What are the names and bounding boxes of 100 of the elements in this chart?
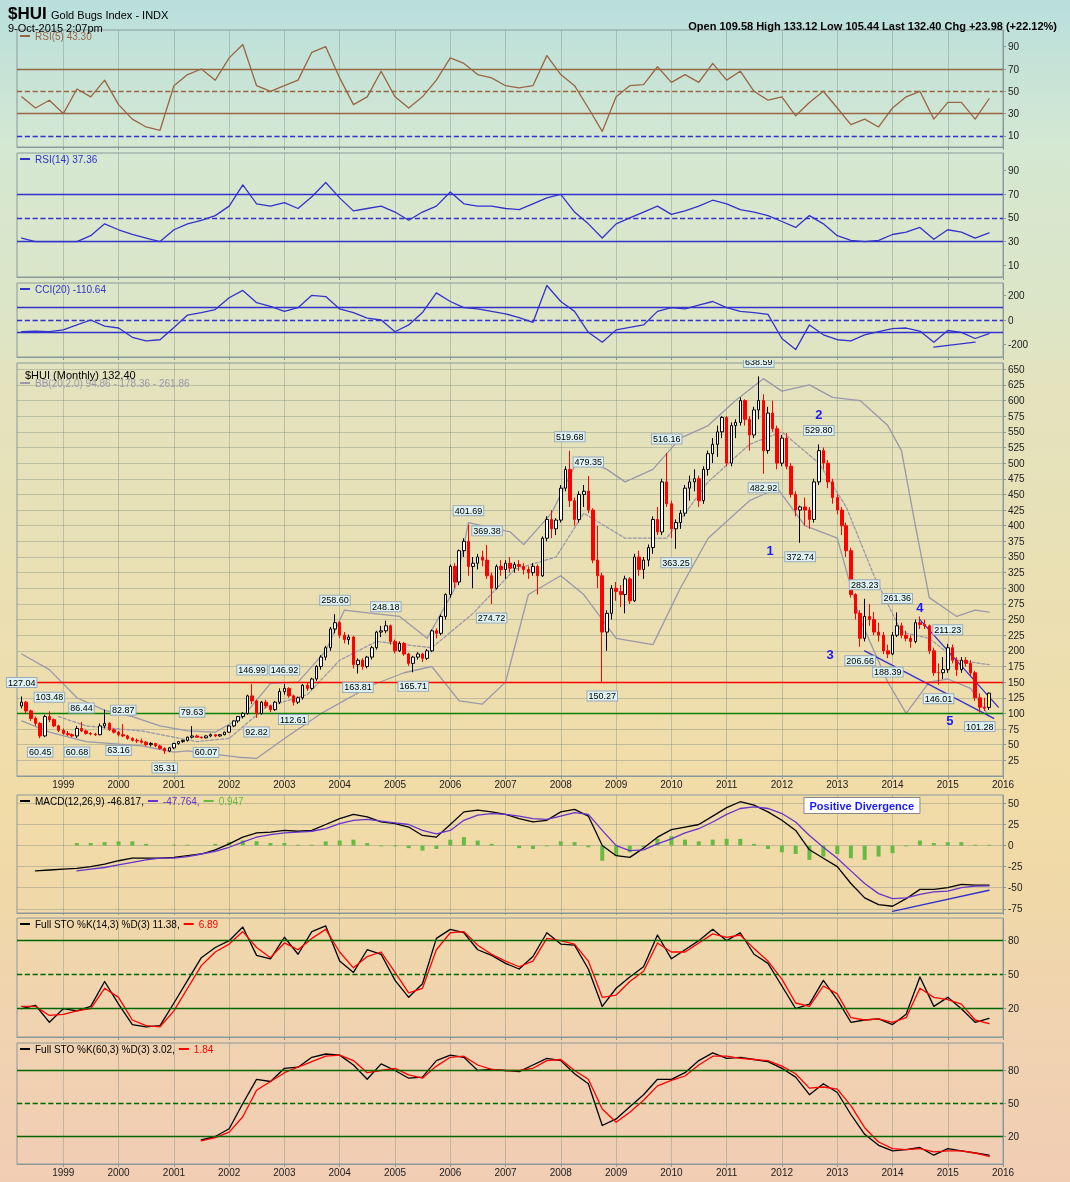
- x-tick-label: 2004: [328, 778, 352, 790]
- annotation: 258.60: [321, 595, 349, 606]
- annotation: Open 109.58 High 133.12 Low 105.44 Last 132.40 Chg +23.98 (+22.12%): [688, 19, 1058, 32]
- candlestick: [66, 730, 70, 737]
- chart-subtitle: Gold Bugs Index - INDX: [51, 8, 170, 21]
- candlestick: [398, 640, 401, 653]
- annotation: 3: [826, 647, 834, 663]
- annotation: 1: [766, 543, 774, 559]
- y-tick-label: 475: [1008, 473, 1026, 485]
- legend-label: Full STO %K(60,3) %D(3) 3.02,: [35, 1043, 175, 1055]
- legend-label: MACD(12,26,9) -46.817,: [35, 795, 144, 807]
- annotation: 372.74: [786, 551, 814, 562]
- y-tick-label: 250: [1008, 614, 1026, 626]
- bar: [74, 843, 79, 846]
- x-tick-label: 2000: [107, 778, 131, 790]
- bar: [848, 845, 853, 859]
- x-tick-label: 2016: [991, 778, 1015, 790]
- y-tick-label: 50: [1008, 85, 1020, 97]
- annotation: 163.81: [344, 682, 372, 693]
- y-tick-label: 625: [1008, 379, 1026, 391]
- y-tick-label: 0: [1008, 314, 1014, 326]
- bar: [351, 839, 356, 846]
- candlestick: [94, 732, 97, 737]
- candlestick: [550, 509, 553, 539]
- annotation: 206.66: [846, 655, 874, 666]
- annotation: 112.61: [279, 714, 307, 725]
- y-tick-label: 30: [1008, 108, 1020, 120]
- candlestick: [190, 725, 194, 739]
- y-tick-label: 300: [1008, 582, 1026, 594]
- legend-label: -47.764,: [162, 795, 200, 807]
- annotation: 479.35: [574, 457, 603, 468]
- bar: [683, 839, 688, 846]
- annotation: 127.04: [7, 677, 36, 688]
- y-tick-label: -25: [1008, 861, 1023, 873]
- x-tick-label: 2013: [826, 1166, 849, 1178]
- candlestick: [158, 744, 162, 751]
- candlestick: [352, 635, 355, 669]
- y-tick-label: 90: [1008, 165, 1020, 177]
- y-tick-label: 150: [1008, 676, 1026, 688]
- candlestick: [914, 619, 917, 644]
- candlestick: [527, 565, 530, 580]
- candlestick: [338, 620, 341, 639]
- candlestick: [531, 562, 535, 577]
- legend-label: 6.89: [198, 918, 219, 930]
- candlestick: [264, 699, 268, 709]
- candlestick: [863, 598, 866, 642]
- candlestick: [144, 740, 148, 747]
- x-tick-label: 2005: [383, 778, 407, 790]
- bar: [102, 842, 107, 846]
- x-tick-label: 2013: [826, 778, 849, 790]
- annotation: 60.07: [194, 747, 218, 758]
- x-tick-label: 2008: [549, 1166, 573, 1178]
- bar: [600, 845, 605, 861]
- y-tick-label: 650: [1008, 363, 1026, 375]
- x-tick-label: 2012: [770, 778, 794, 790]
- y-tick-label: 200: [1008, 645, 1026, 657]
- candlestick: [172, 742, 176, 750]
- y-tick-label: 25: [1008, 819, 1020, 830]
- annotation: 103.48: [35, 692, 64, 703]
- y-tick-label: 450: [1008, 488, 1026, 500]
- y-tick-label: 50: [1008, 1098, 1020, 1109]
- candlestick: [628, 576, 632, 605]
- y-tick-label: 20: [1008, 1003, 1020, 1015]
- x-tick-label: 2003: [273, 1166, 296, 1178]
- annotation: 2: [815, 406, 823, 422]
- candlestick: [43, 714, 47, 738]
- annotation: 82.87: [111, 705, 135, 716]
- x-tick-label: 2002: [218, 778, 241, 790]
- y-tick-label: 50: [1008, 739, 1020, 751]
- y-tick-label: 525: [1008, 441, 1026, 453]
- bar: [917, 840, 922, 846]
- candlestick: [121, 723, 125, 738]
- bar: [959, 842, 964, 846]
- x-tick-label: 2015: [936, 778, 960, 790]
- x-tick-label: 2003: [273, 778, 296, 790]
- candlestick: [803, 497, 807, 527]
- bar: [323, 841, 328, 846]
- bar: [434, 845, 439, 849]
- legend-label: CCI(20) -110.64: [35, 283, 107, 295]
- y-tick-label: -75: [1008, 903, 1023, 915]
- candlestick: [499, 559, 503, 577]
- y-tick-label: 25: [1008, 754, 1020, 766]
- candlestick: [453, 562, 457, 589]
- x-tick-label: 2016: [991, 1166, 1015, 1178]
- y-tick-label: 500: [1008, 457, 1026, 469]
- bar: [890, 845, 895, 854]
- bar: [337, 840, 342, 846]
- y-tick-label: 200: [1008, 289, 1026, 301]
- candlestick: [508, 556, 512, 574]
- annotation: Positive Divergence: [809, 799, 915, 812]
- y-tick-label: 50: [1008, 969, 1020, 981]
- x-tick-label: 2006: [439, 1166, 462, 1178]
- bar: [88, 843, 93, 846]
- candlestick: [495, 563, 498, 591]
- bar: [710, 839, 715, 846]
- annotation: 482.92: [749, 482, 778, 493]
- y-tick-label: 20: [1008, 1131, 1020, 1142]
- candlestick: [960, 656, 963, 674]
- legend-label: Full STO %K(14,3) %D(3) 11.38,: [35, 918, 180, 930]
- x-tick-label: 2007: [494, 778, 518, 790]
